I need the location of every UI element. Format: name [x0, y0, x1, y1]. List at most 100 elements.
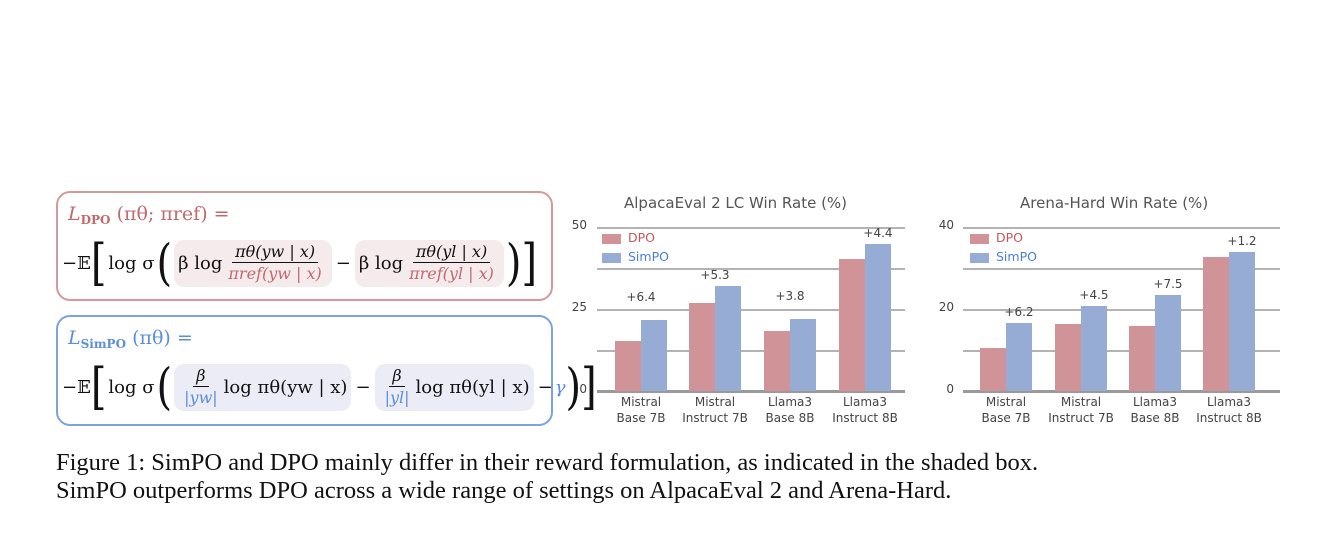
- minus-sign: −: [537, 376, 553, 398]
- simpo-loss-title: LSimPO (πθ) =: [68, 327, 193, 351]
- denominator: πref(yw | x): [228, 263, 322, 283]
- y-tick-label: 25: [571, 300, 587, 314]
- gridline: [963, 227, 1280, 229]
- loss-symbol: L: [68, 327, 81, 349]
- gridline: [963, 350, 1280, 352]
- figure-caption: Figure 1: SimPO and DPO mainly differ in…: [56, 449, 1038, 505]
- dpo-bar: [1055, 324, 1081, 391]
- gridline: [963, 309, 1280, 311]
- dpo-bar: [689, 303, 715, 391]
- simpo-bar: [1155, 295, 1181, 391]
- log-prob-winner: log πθ(yw | x): [223, 376, 348, 398]
- x-axis-line: [963, 390, 1280, 393]
- dpo-bar: [980, 348, 1006, 391]
- improvement-annotation: +6.4: [626, 290, 656, 305]
- x-tick-label: Mistral Base 7B: [616, 395, 666, 425]
- improvement-annotation: +4.5: [1079, 287, 1109, 302]
- numerator: πθ(yw | x): [232, 242, 319, 263]
- dpo-bar: [1129, 325, 1155, 391]
- dpo-legend-label: DPO: [996, 230, 1024, 245]
- simpo-legend-label: SimPO: [996, 249, 1037, 264]
- x-tick-label: Llama3 Instruct 8B: [1196, 395, 1262, 425]
- dpo-bar: [615, 341, 641, 391]
- simpo-bar: [1229, 252, 1255, 391]
- x-tick-label: Mistral Instruct 7B: [682, 395, 748, 425]
- simpo-formula-box: LSimPO (πθ) = −𝔼 [ log σ ( β |yw| log πθ…: [56, 315, 597, 426]
- simpo-legend-swatch: [602, 253, 621, 263]
- caption-line-2: SimPO outperforms DPO across a wide rang…: [56, 477, 952, 504]
- dpo-bar: [839, 258, 865, 391]
- simpo-legend-swatch: [970, 253, 989, 263]
- x-tick-label: Mistral Instruct 7B: [1048, 395, 1114, 425]
- dpo-reward-winner-shaded: β log πθ(yw | x) πref(yw | x): [174, 239, 332, 287]
- x-tick-label: Llama3 Base 8B: [765, 395, 815, 425]
- minus-sign: −: [355, 376, 371, 398]
- dpo-formula-box: LDPO (πθ; πref) = −𝔼 [ log σ ( β log πθ(…: [56, 191, 553, 301]
- dpo-legend-swatch: [970, 234, 989, 244]
- beta-over-length-loser: β |yl|: [382, 366, 413, 409]
- denominator: πref(yl | x): [409, 263, 494, 283]
- numerator: β: [389, 366, 405, 387]
- improvement-annotation: +1.2: [1227, 234, 1257, 249]
- improvement-annotation: +6.2: [1004, 304, 1034, 319]
- log-prob-loser: log πθ(yl | x): [415, 376, 530, 398]
- loss-subscript: SimPO: [80, 337, 127, 351]
- loss-subscript: DPO: [80, 213, 111, 227]
- left-paren: (: [156, 358, 173, 416]
- simpo-bar: [715, 285, 741, 391]
- simpo-bar: [1006, 322, 1032, 391]
- right-bracket: ]: [581, 358, 597, 416]
- left-paren: (: [156, 234, 173, 292]
- x-tick-label: Mistral Base 7B: [981, 395, 1031, 425]
- loss-args: (πθ; πref) =: [116, 203, 230, 225]
- simpo-legend-label: SimPO: [628, 249, 669, 264]
- y-tick-label: 50: [571, 218, 587, 232]
- improvement-annotation: +4.4: [863, 226, 893, 241]
- denominator: |yl|: [384, 387, 410, 407]
- dpo-loss-expression: −𝔼 [ log σ ( β log πθ(yw | x) πref(yw | …: [62, 233, 537, 293]
- dpo-legend-swatch: [602, 234, 621, 244]
- gridline: [597, 227, 905, 229]
- expectation: −𝔼: [62, 252, 91, 274]
- log-sigma: log σ: [108, 252, 155, 274]
- gridline: [597, 309, 905, 311]
- y-tick-label: 0: [946, 382, 954, 396]
- loss-symbol: L: [68, 203, 81, 225]
- dpo-loss-title: LDPO (πθ; πref) =: [68, 203, 230, 227]
- y-tick-label: 0: [579, 382, 587, 396]
- dpo-legend-label: DPO: [628, 230, 656, 245]
- log-sigma: log σ: [108, 376, 155, 398]
- chart-title: AlpacaEval 2 LC Win Rate (%): [624, 194, 848, 212]
- beta-over-length-winner: β |yw|: [181, 366, 221, 409]
- denominator: |yw|: [184, 387, 218, 407]
- right-paren: ): [565, 358, 582, 416]
- improvement-annotation: +7.5: [1153, 277, 1183, 292]
- simpo-bar: [790, 318, 816, 391]
- gridline: [597, 350, 905, 352]
- gridline: [597, 268, 905, 270]
- chart-title: Arena-Hard Win Rate (%): [1020, 194, 1209, 212]
- left-bracket: [: [90, 234, 107, 292]
- dpo-reward-loser-shaded: β log πθ(yl | x) πref(yl | x): [354, 239, 504, 287]
- numerator: πθ(yl | x): [412, 242, 491, 263]
- y-tick-label: 40: [938, 218, 954, 232]
- right-paren: ): [505, 234, 522, 292]
- beta-log: β log: [178, 252, 223, 274]
- x-tick-label: Llama3 Base 8B: [1130, 395, 1180, 425]
- loss-args: (πθ) =: [132, 327, 193, 349]
- ratio-winner: πθ(yw | x) πref(yw | x): [225, 242, 324, 285]
- gamma-margin: γ: [554, 376, 566, 398]
- simpo-bar: [865, 244, 891, 391]
- simpo-reward-loser-shaded: β |yl| log πθ(yl | x): [374, 363, 534, 411]
- simpo-reward-winner-shaded: β |yw| log πθ(yw | x): [174, 363, 352, 411]
- x-axis-line: [597, 390, 905, 393]
- y-tick-label: 20: [938, 300, 954, 314]
- left-bracket: [: [90, 358, 107, 416]
- right-bracket: ]: [521, 234, 538, 292]
- dpo-bar: [1203, 257, 1229, 391]
- expectation: −𝔼: [62, 376, 91, 398]
- simpo-loss-expression: −𝔼 [ log σ ( β |yw| log πθ(yw | x) − β |…: [62, 357, 597, 417]
- beta-log: β log: [358, 252, 404, 274]
- ratio-loser: πθ(yl | x) πref(yl | x): [406, 242, 497, 285]
- improvement-annotation: +5.3: [700, 267, 730, 282]
